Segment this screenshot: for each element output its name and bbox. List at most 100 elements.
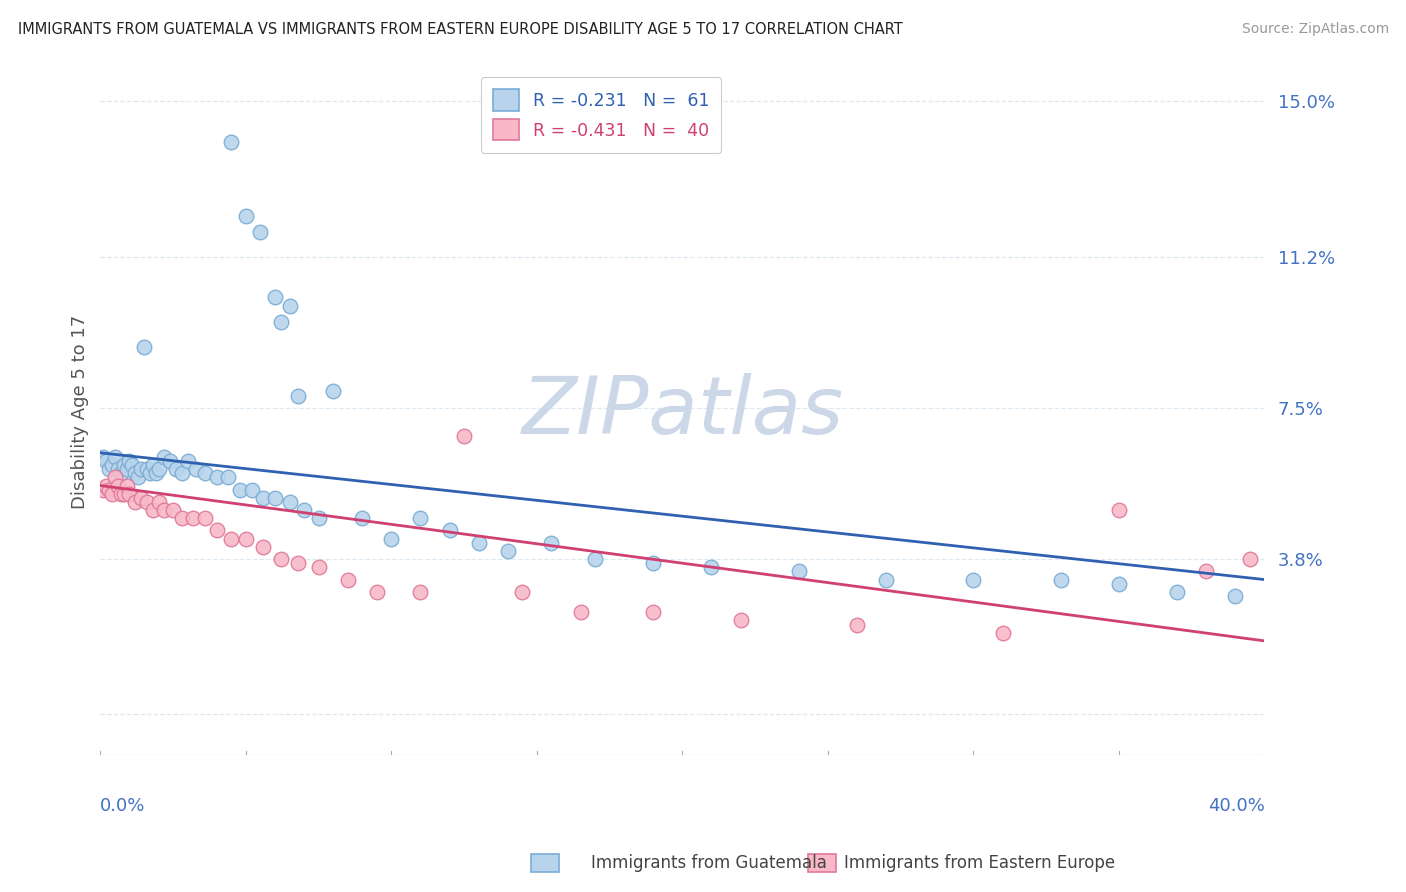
- Point: [107, 462, 129, 476]
- Point: [730, 614, 752, 628]
- Point: [145, 467, 167, 481]
- Text: IMMIGRANTS FROM GUATEMALA VS IMMIGRANTS FROM EASTERN EUROPE DISABILITY AGE 5 TO : IMMIGRANTS FROM GUATEMALA VS IMMIGRANTS …: [18, 22, 903, 37]
- Point: [101, 486, 124, 500]
- Point: [467, 535, 489, 549]
- Point: [252, 540, 274, 554]
- Point: [217, 470, 239, 484]
- Point: [148, 462, 170, 476]
- Point: [124, 495, 146, 509]
- Point: [278, 495, 301, 509]
- Point: [110, 486, 132, 500]
- Point: [380, 532, 402, 546]
- Point: [110, 467, 132, 481]
- Point: [139, 467, 162, 481]
- Point: [322, 384, 344, 399]
- Point: [112, 486, 135, 500]
- Point: [512, 584, 534, 599]
- Legend: R = -0.231   N =  61, R = -0.431   N =  40: R = -0.231 N = 61, R = -0.431 N = 40: [481, 78, 721, 153]
- Point: [148, 495, 170, 509]
- Point: [270, 315, 292, 329]
- Point: [96, 478, 118, 492]
- Point: [264, 290, 287, 304]
- Point: [409, 511, 432, 525]
- Point: [129, 462, 152, 476]
- Point: [205, 524, 228, 538]
- Point: [1225, 589, 1247, 603]
- Point: [1108, 503, 1130, 517]
- Point: [135, 462, 157, 476]
- Point: [453, 429, 475, 443]
- Point: [366, 584, 388, 599]
- Point: [264, 491, 287, 505]
- Point: [221, 135, 243, 149]
- Point: [170, 511, 193, 525]
- Point: [1239, 552, 1261, 566]
- Point: [183, 511, 205, 525]
- Point: [1049, 573, 1071, 587]
- Point: [115, 462, 138, 476]
- FancyBboxPatch shape: [531, 855, 560, 872]
- Point: [194, 467, 217, 481]
- Point: [98, 483, 121, 497]
- Point: [643, 605, 665, 619]
- Text: 40.0%: 40.0%: [1208, 797, 1264, 814]
- Point: [162, 503, 184, 517]
- Point: [118, 454, 141, 468]
- Point: [142, 458, 165, 472]
- Point: [165, 462, 187, 476]
- Text: Immigrants from Eastern Europe: Immigrants from Eastern Europe: [844, 855, 1115, 872]
- Point: [583, 552, 606, 566]
- Point: [205, 470, 228, 484]
- Point: [308, 560, 330, 574]
- Point: [153, 450, 176, 464]
- FancyBboxPatch shape: [807, 855, 835, 872]
- Point: [229, 483, 252, 497]
- Point: [287, 556, 309, 570]
- Point: [129, 491, 152, 505]
- Point: [153, 503, 176, 517]
- Point: [127, 470, 149, 484]
- Point: [104, 450, 127, 464]
- Point: [409, 584, 432, 599]
- Point: [292, 503, 315, 517]
- Point: [186, 462, 208, 476]
- Point: [135, 495, 157, 509]
- Point: [991, 625, 1014, 640]
- Point: [124, 467, 146, 481]
- Y-axis label: Disability Age 5 to 17: Disability Age 5 to 17: [72, 315, 89, 509]
- Point: [121, 458, 143, 472]
- Point: [176, 454, 198, 468]
- Text: Source: ZipAtlas.com: Source: ZipAtlas.com: [1241, 22, 1389, 37]
- Point: [159, 454, 181, 468]
- Point: [875, 573, 897, 587]
- Point: [496, 544, 519, 558]
- Text: 0.0%: 0.0%: [100, 797, 146, 814]
- Point: [270, 552, 292, 566]
- Point: [439, 524, 461, 538]
- Point: [91, 483, 114, 497]
- Point: [252, 491, 274, 505]
- Point: [221, 532, 243, 546]
- Point: [352, 511, 374, 525]
- Point: [132, 339, 155, 353]
- Point: [962, 573, 984, 587]
- Point: [98, 462, 121, 476]
- Point: [1195, 565, 1218, 579]
- Point: [700, 560, 723, 574]
- Point: [104, 470, 127, 484]
- Point: [118, 486, 141, 500]
- Point: [170, 467, 193, 481]
- Point: [1166, 584, 1188, 599]
- Point: [235, 532, 257, 546]
- Point: [240, 483, 263, 497]
- Point: [846, 617, 869, 632]
- Point: [142, 503, 165, 517]
- Point: [112, 458, 135, 472]
- Point: [308, 511, 330, 525]
- Point: [91, 450, 114, 464]
- Point: [249, 225, 271, 239]
- Point: [235, 209, 257, 223]
- Point: [107, 478, 129, 492]
- Point: [115, 478, 138, 492]
- Text: Immigrants from Guatemala: Immigrants from Guatemala: [591, 855, 827, 872]
